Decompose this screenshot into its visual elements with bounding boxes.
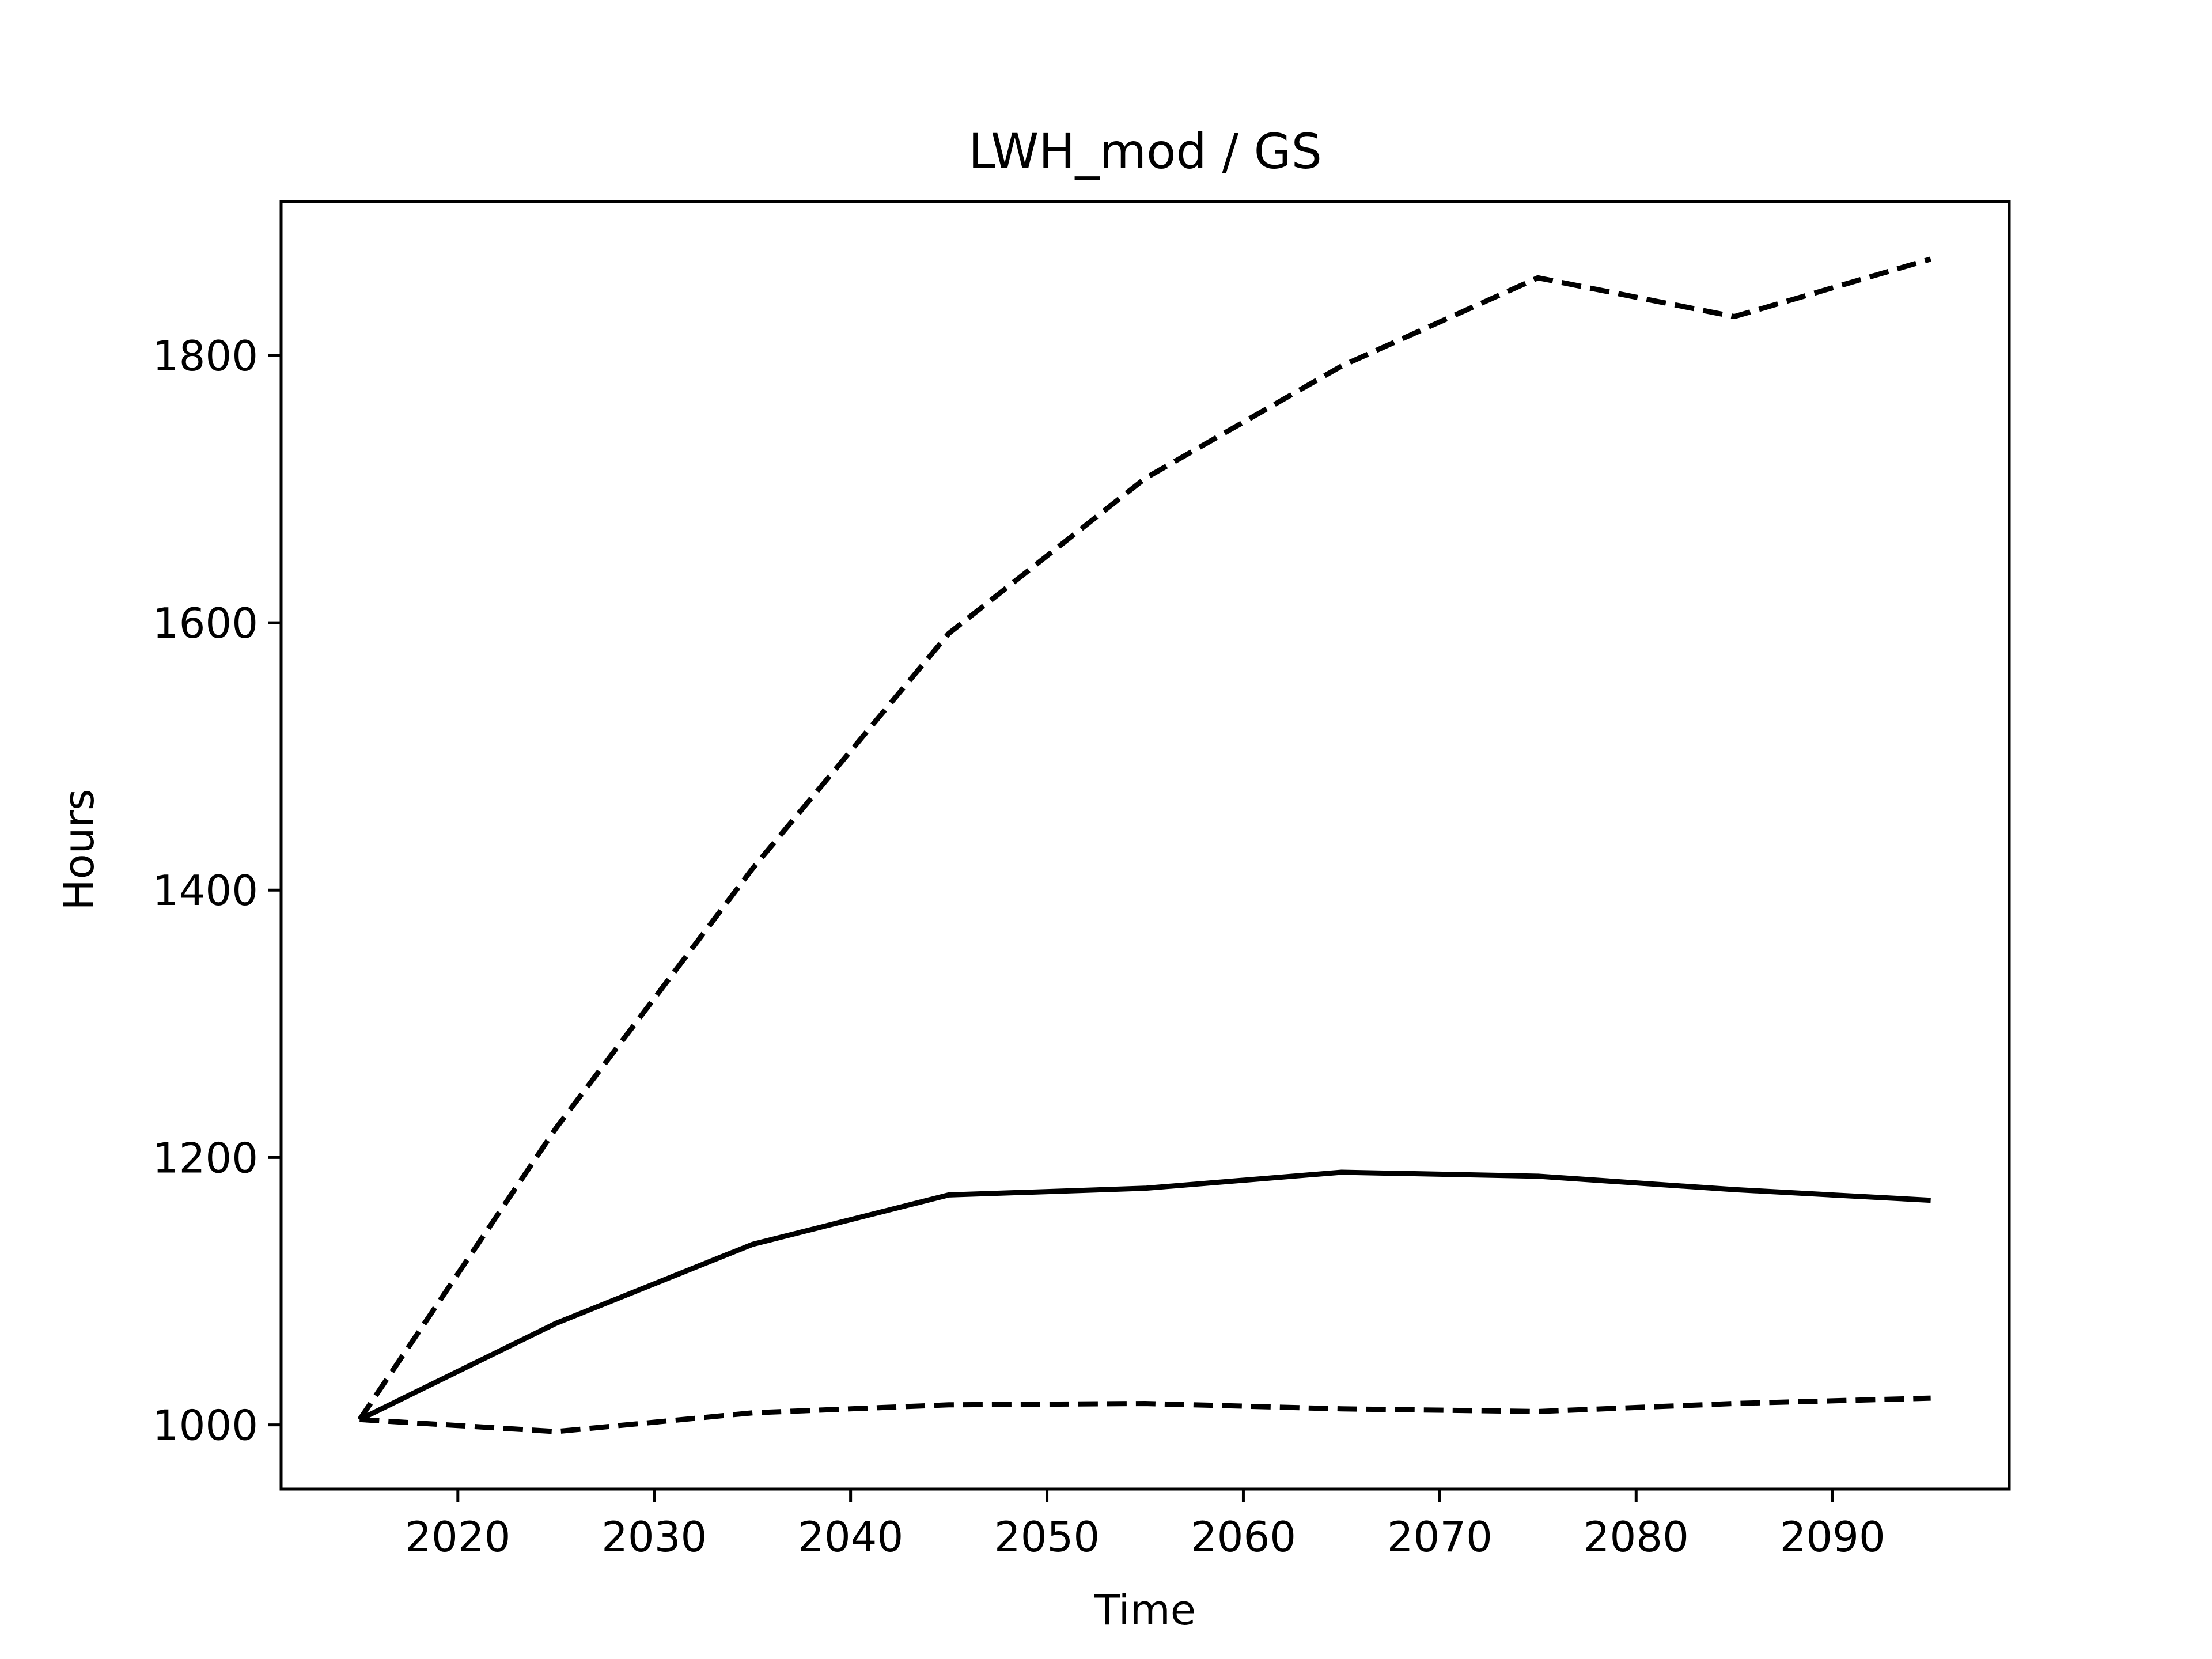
y-axis: 1000 1200 1400 1600 1800	[153, 332, 281, 1450]
plot-frame	[279, 200, 2011, 1491]
x-tick-label: 2030	[601, 1513, 707, 1561]
x-tick-label: 2070	[1387, 1513, 1493, 1561]
series-line-1	[358, 1169, 1931, 1422]
x-tick-label: 2090	[1780, 1513, 1885, 1561]
x-tick-label: 2080	[1584, 1513, 1689, 1561]
y-tick-label: 1400	[153, 866, 258, 915]
series-line-2	[357, 256, 1931, 1421]
series-line-3	[359, 1395, 1931, 1434]
x-tick-label: 2040	[798, 1513, 903, 1561]
y-tick-label: 1600	[153, 599, 258, 647]
x-tick-label: 2060	[1191, 1513, 1296, 1561]
y-tick-label: 1000	[153, 1402, 258, 1450]
y-tick-label: 1200	[153, 1134, 258, 1182]
x-axis: 2020 2030 2040 2050 2060 2070 2080 2090	[405, 1489, 1885, 1561]
y-tick-label: 1800	[153, 332, 258, 380]
plot-area	[279, 200, 2011, 1491]
y-axis-label: Hours	[55, 789, 103, 911]
x-tick-label: 2050	[994, 1513, 1100, 1561]
chart-title: LWH_mod / GS	[968, 123, 1322, 180]
x-tick-label: 2020	[405, 1513, 510, 1561]
series-layer	[357, 256, 1931, 1434]
x-axis-label: Time	[1094, 1586, 1196, 1634]
